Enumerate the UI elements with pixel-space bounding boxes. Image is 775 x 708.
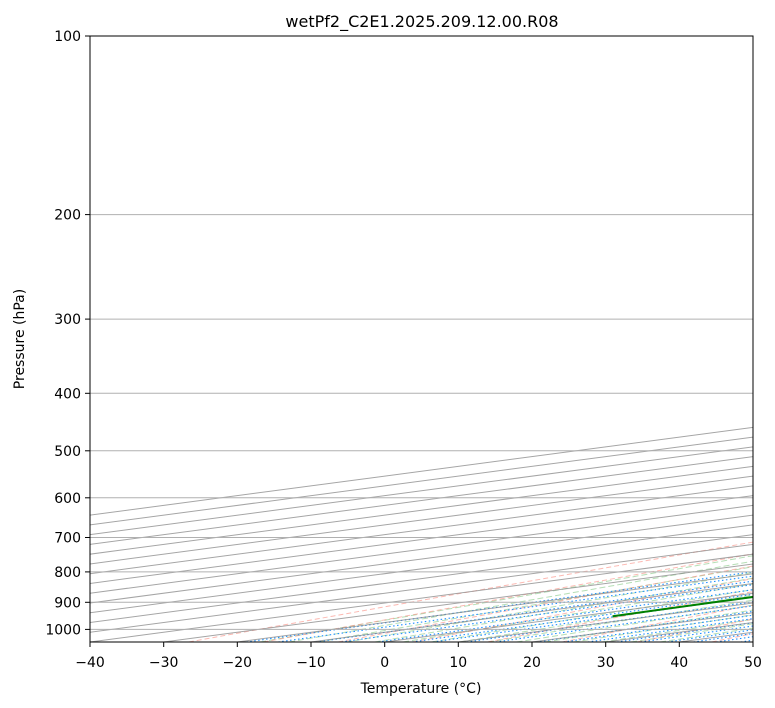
x-tick-label: 10 — [449, 655, 467, 671]
pressure-gridlines — [90, 36, 753, 630]
isotherm-line — [90, 495, 753, 584]
x-tick-label: −10 — [296, 655, 326, 671]
isotherm-line — [90, 514, 753, 604]
y-axis-ticks: 100 200 300 400 500 600 700 800 900 1000 — [45, 29, 90, 638]
y-tick-label: 100 — [54, 29, 81, 45]
x-tick-label: 30 — [597, 655, 615, 671]
mixing-ratio-line — [432, 596, 753, 642]
x-axis-ticks: −40 −30 −20 −10 0 10 20 30 40 50 — [75, 642, 762, 671]
x-tick-label: −40 — [75, 655, 105, 671]
mixing-ratio-line — [495, 605, 753, 642]
isotherm-line — [90, 465, 753, 555]
chart-title: wetPf2_C2E1.2025.209.12.00.R08 — [285, 12, 558, 32]
y-tick-label: 300 — [54, 312, 81, 328]
isotherm-line — [90, 456, 753, 545]
x-axis-label: Temperature (°C) — [360, 681, 482, 697]
isotherm-line — [90, 485, 753, 575]
y-tick-label: 600 — [54, 491, 81, 507]
isotherm-line — [90, 524, 753, 614]
moist-adiabat-line — [289, 560, 753, 642]
y-tick-label: 800 — [54, 565, 81, 581]
dry-adiabat-line — [412, 578, 753, 642]
moist-adiabat-line — [260, 555, 753, 642]
plot-area: -100-90-80-70-60-50-40-30-20-10010203040… — [90, 36, 753, 642]
moist-adiabat-line — [403, 583, 753, 642]
mixing-ratio-line — [411, 593, 753, 642]
y-tick-label: 200 — [54, 208, 81, 224]
y-tick-label: 400 — [54, 386, 81, 402]
isotherm-line — [90, 475, 753, 565]
dry-adiabat-line — [338, 565, 753, 642]
y-tick-label: 900 — [54, 595, 81, 611]
dry-adiabat-line — [263, 553, 753, 642]
plot-frame — [89, 35, 754, 643]
x-tick-label: 20 — [523, 655, 541, 671]
x-tick-label: 40 — [670, 655, 688, 671]
x-tick-label: −30 — [149, 655, 179, 671]
y-tick-label: 700 — [54, 531, 81, 547]
isotherms — [90, 426, 753, 642]
y-tick-label: 500 — [54, 444, 81, 460]
isotherm-line — [90, 504, 753, 594]
y-axis-label: Pressure (hPa) — [12, 289, 28, 389]
x-tick-label: 0 — [380, 655, 389, 671]
y-tick-label: 1000 — [45, 622, 81, 638]
x-tick-label: 50 — [744, 655, 762, 671]
isotherm-line — [90, 534, 753, 623]
x-tick-label: −20 — [223, 655, 253, 671]
